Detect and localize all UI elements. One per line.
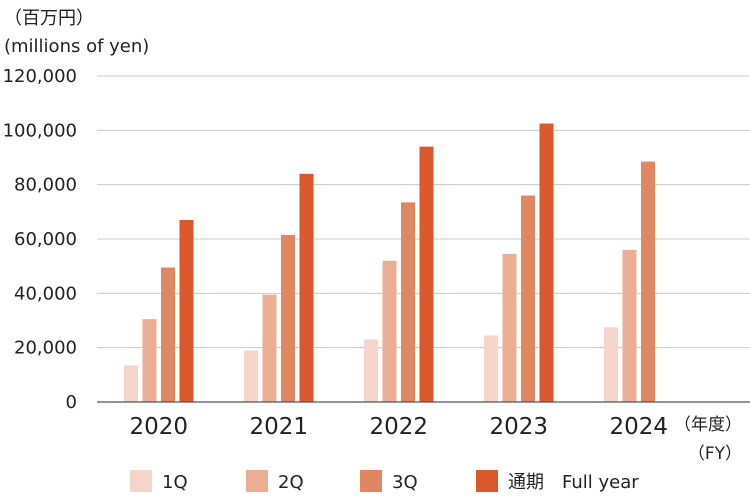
y-tick-label: 20,000 bbox=[14, 338, 77, 359]
y-tick-label: 120,000 bbox=[3, 66, 77, 87]
bar-2020-1Q bbox=[124, 365, 138, 402]
y-tick-label: 0 bbox=[66, 392, 77, 413]
y-unit-label-jp: （百万円） bbox=[4, 8, 94, 29]
bar-2021-3Q bbox=[281, 234, 295, 402]
bar-2022-1Q bbox=[364, 339, 378, 402]
x-tick-label: 2020 bbox=[129, 414, 188, 440]
bar-2022-通期 bbox=[419, 146, 434, 402]
bar-2021-1Q bbox=[244, 350, 258, 402]
bar-2020-通期 bbox=[179, 219, 194, 402]
bar-2021-通期 bbox=[299, 173, 314, 402]
legend-label: 1Q bbox=[162, 472, 188, 493]
bar-2023-2Q bbox=[502, 253, 517, 402]
x-tick-label: 2023 bbox=[489, 414, 548, 440]
bar-2023-通期 bbox=[539, 123, 554, 403]
legend-swatch bbox=[130, 470, 152, 492]
legend-label: 3Q bbox=[392, 472, 418, 493]
legend-swatch bbox=[246, 470, 268, 492]
y-tick-label: 100,000 bbox=[3, 120, 77, 141]
y-unit-label-en: (millions of yen) bbox=[4, 36, 149, 57]
bar-2022-3Q bbox=[401, 202, 415, 402]
bar-2021-2Q bbox=[262, 294, 277, 402]
bar-2020-3Q bbox=[161, 267, 175, 402]
y-tick-labels: 0 20,000 40,000 60,000 80,000 100,000 120,000 bbox=[3, 66, 77, 413]
bar-2022-2Q bbox=[382, 260, 397, 402]
bar-2023-3Q bbox=[521, 195, 535, 402]
bar-2024-2Q bbox=[622, 249, 637, 402]
legend-label: 2Q bbox=[278, 472, 304, 493]
legend: 1Q 2Q 3Q 通期 Full year bbox=[130, 470, 639, 493]
bar-2024-3Q bbox=[641, 161, 655, 402]
y-tick-label: 80,000 bbox=[14, 175, 77, 196]
bar-2020-2Q bbox=[142, 319, 157, 402]
y-tick-label: 40,000 bbox=[14, 283, 77, 304]
x-tick-label: 2021 bbox=[249, 414, 308, 440]
bars bbox=[124, 123, 655, 403]
x-tick-label: 2022 bbox=[369, 414, 428, 440]
bar-2023-1Q bbox=[484, 335, 498, 402]
legend-label: 通期 Full year bbox=[508, 472, 639, 493]
y-tick-label: 60,000 bbox=[14, 229, 77, 250]
bar-2024-1Q bbox=[604, 327, 618, 402]
x-tick-label: 2024 bbox=[609, 414, 668, 440]
x-axis-label-jp: （年度） bbox=[674, 415, 742, 435]
legend-swatch bbox=[360, 470, 382, 492]
legend-swatch bbox=[476, 470, 498, 492]
x-axis-label-en: （FY） bbox=[688, 444, 742, 464]
x-tick-labels: 2020 2021 2022 2023 2024 bbox=[129, 414, 668, 440]
